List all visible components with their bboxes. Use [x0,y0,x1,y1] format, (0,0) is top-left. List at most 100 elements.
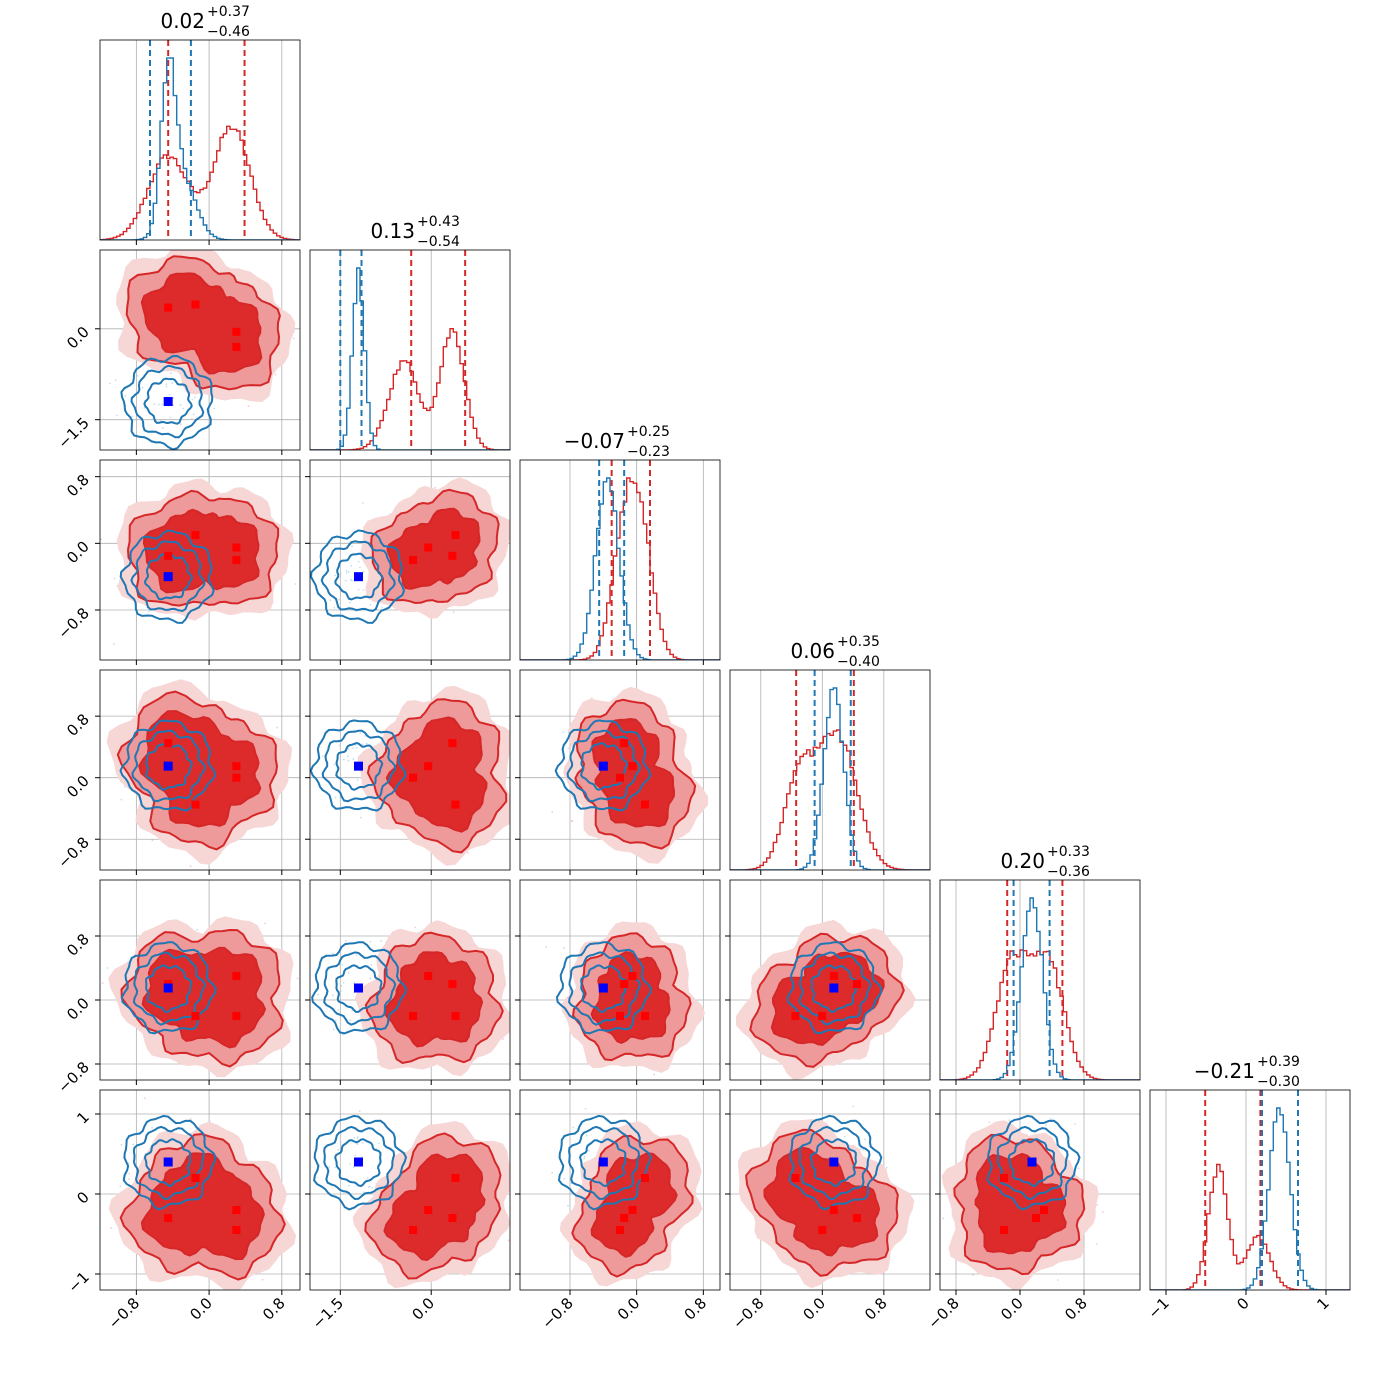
panel-frame [99,459,301,661]
sample-dot [885,1166,888,1169]
red-mode-marker [641,1012,649,1020]
sample-dot [378,1142,380,1145]
blue-mode-marker [829,983,839,993]
sample-dot [340,1141,342,1144]
sample-dot [563,1177,565,1180]
sample-dot [551,811,554,814]
red-contour-core [770,951,885,1046]
red-mode-marker [791,1174,800,1182]
blue-mode-marker [1027,1157,1037,1167]
sample-dot [128,1172,131,1175]
blue-contour-2 [334,1138,382,1188]
blue-contour-0 [120,941,217,1035]
blue-contour-0 [313,1114,408,1211]
red-mode-marker [628,762,637,771]
blue-contour-0 [119,719,217,812]
red-mode-marker [232,1012,241,1020]
sample-dot [843,1135,846,1138]
blue-contour-2 [143,377,193,425]
red-mode-marker [232,543,241,552]
sample-dot [369,603,372,606]
sample-dot [338,598,340,601]
sample-dot [434,486,437,489]
panel-1-1: 0.13 +0.43 −0.54 [309,214,511,455]
x-tick-label: 0 [1233,1294,1252,1313]
sample-dot [151,1127,154,1129]
blue-contour-0 [119,529,215,624]
red-mode-marker [164,551,173,560]
red-mode-marker [232,773,241,782]
sample-dot [337,1148,340,1151]
x-tick-label: 0.0 [614,1294,644,1324]
sample-dot [338,744,341,747]
sample-dot [189,865,192,867]
red-mode-marker [818,1012,827,1020]
blue-histogram [100,57,300,240]
sample-dot [349,1019,352,1022]
sample-dot [512,1215,514,1217]
panel-4-4: 0.20 +0.33 −0.36 [939,844,1141,1085]
red-histogram [100,125,300,240]
sample-dot [276,726,278,729]
blue-contour-1 [798,951,872,1026]
red-histogram [520,477,720,660]
x-tick-label: 0.0 [800,1294,830,1324]
x-tick-label: 0.0 [408,1294,438,1324]
sample-dot [194,396,196,399]
sample-dot [1045,1124,1047,1126]
blue-contour-1 [568,1125,641,1201]
red-mode-marker [448,739,457,748]
blue-mode-marker [353,1157,363,1167]
sample-dot [171,382,173,384]
sample-dot [123,785,126,788]
sample-dot [348,1184,350,1187]
blue-histogram [1150,1107,1350,1290]
panel-2-2: −0.07 +0.25 −0.23 [519,424,721,665]
sample-dot [551,1171,554,1174]
sample-dot [380,939,382,942]
blue-contour-1 [323,951,397,1026]
sample-dot [100,538,103,541]
sample-dot [1095,1243,1098,1246]
sample-dot [264,922,267,925]
sample-dot [296,977,299,980]
blue-contour-0 [310,529,406,624]
y-tick-label: 0.8 [63,471,93,501]
x-tick-label: −0.8 [105,1294,143,1332]
sample-dot [141,386,144,389]
panel-frame [519,1089,721,1291]
sample-dot [823,1091,825,1093]
sample-dot [321,755,324,758]
x-tick-label: −1.5 [309,1294,347,1332]
panel-title-minus: −0.54 [417,234,460,250]
blue-contour-1 [132,1125,205,1201]
sample-dot [292,337,295,340]
blue-contour-1 [320,540,396,613]
sample-dot [1056,1279,1059,1281]
blue-histogram [730,687,930,870]
blue-contour-0 [120,354,214,450]
sample-dot [112,643,115,646]
blue-contour-0 [986,1114,1081,1211]
sample-dot [571,820,574,822]
sample-dot [353,982,356,984]
red-mode-marker [1000,1226,1008,1234]
blue-contour-2 [1007,1138,1056,1188]
red-mode-marker [232,762,241,771]
sample-dot [859,1148,862,1151]
red-mode-marker [620,739,629,748]
red-mode-marker [448,1214,457,1222]
panel-frame [939,879,1141,1081]
sample-dot [170,372,172,375]
panel-5-0: −0.8 0.0 0.8 −1 0 1 [64,1089,301,1333]
red-histogram [730,729,930,870]
sample-dot [362,1191,365,1194]
sample-dot [345,571,348,574]
blue-contour-2 [334,552,384,601]
blue-mode-marker [598,1157,608,1167]
sample-dot [317,993,319,996]
red-mode-marker [232,1226,241,1234]
sample-dot [120,1144,123,1146]
red-mode-marker [1040,1206,1048,1214]
sample-dot [1096,1204,1098,1206]
